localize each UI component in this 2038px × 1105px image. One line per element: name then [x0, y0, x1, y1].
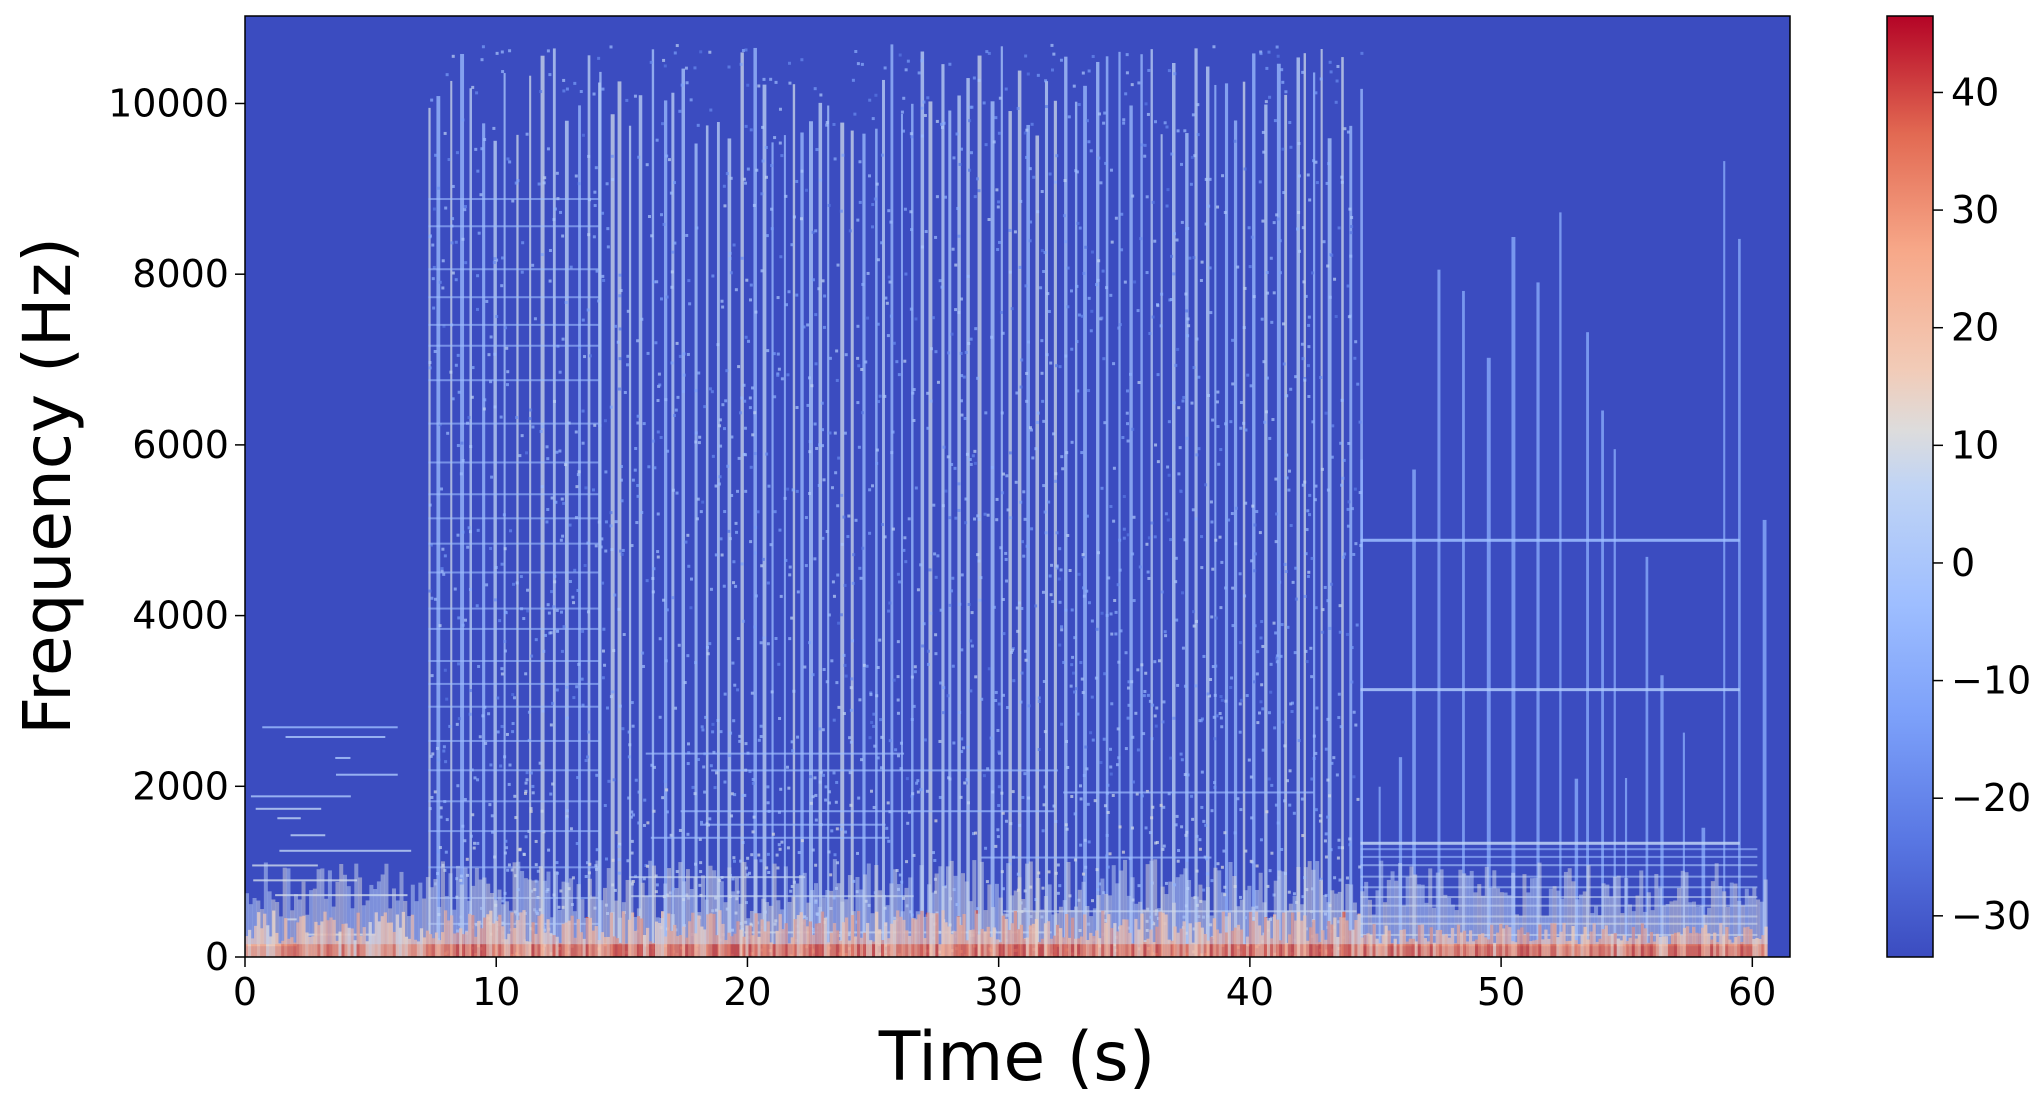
colorbar	[1886, 15, 1934, 958]
colorbar-tick-label: 30	[1951, 188, 1999, 232]
colorbar-ticks: −30 −20 −10 0 10 20 30 40	[1933, 70, 2031, 938]
spectrogram-heatmap	[245, 43, 1768, 957]
x-tick-label: 10	[472, 970, 520, 1014]
y-tick-label: 2000	[132, 764, 229, 808]
y-tick-label: 4000	[132, 594, 229, 638]
y-tick-label: 8000	[132, 252, 229, 296]
colorbar-tick-label: −20	[1951, 776, 2031, 820]
plot-area	[245, 16, 1790, 957]
y-tick-label: 6000	[132, 423, 229, 467]
y-axis-label: Frequency (Hz)	[9, 237, 86, 735]
colorbar-tick-label: −30	[1951, 894, 2031, 938]
x-tick-label: 60	[1728, 970, 1776, 1014]
x-tick-label: 50	[1477, 970, 1525, 1014]
y-axis-ticks: 0 2000 4000 6000 8000 10000	[108, 81, 245, 979]
colorbar-tick-label: 40	[1951, 70, 1999, 114]
x-tick-label: 40	[1226, 970, 1274, 1014]
x-tick-label: 30	[974, 970, 1022, 1014]
plot-frame	[244, 15, 1791, 958]
x-tick-label: 0	[233, 970, 257, 1014]
colorbar-tick-label: 0	[1951, 541, 1975, 585]
x-axis-ticks: 0 10 20 30 40 50 60	[233, 957, 1776, 1014]
y-tick-label: 10000	[108, 81, 229, 125]
colorbar-tick-label: 20	[1951, 306, 1999, 350]
colorbar-tick-label: 10	[1951, 423, 1999, 467]
colorbar-tick-label: −10	[1951, 659, 2031, 703]
y-tick-label: 0	[205, 935, 229, 979]
x-tick-label: 20	[723, 970, 771, 1014]
x-axis-label: Time (s)	[878, 1018, 1156, 1097]
